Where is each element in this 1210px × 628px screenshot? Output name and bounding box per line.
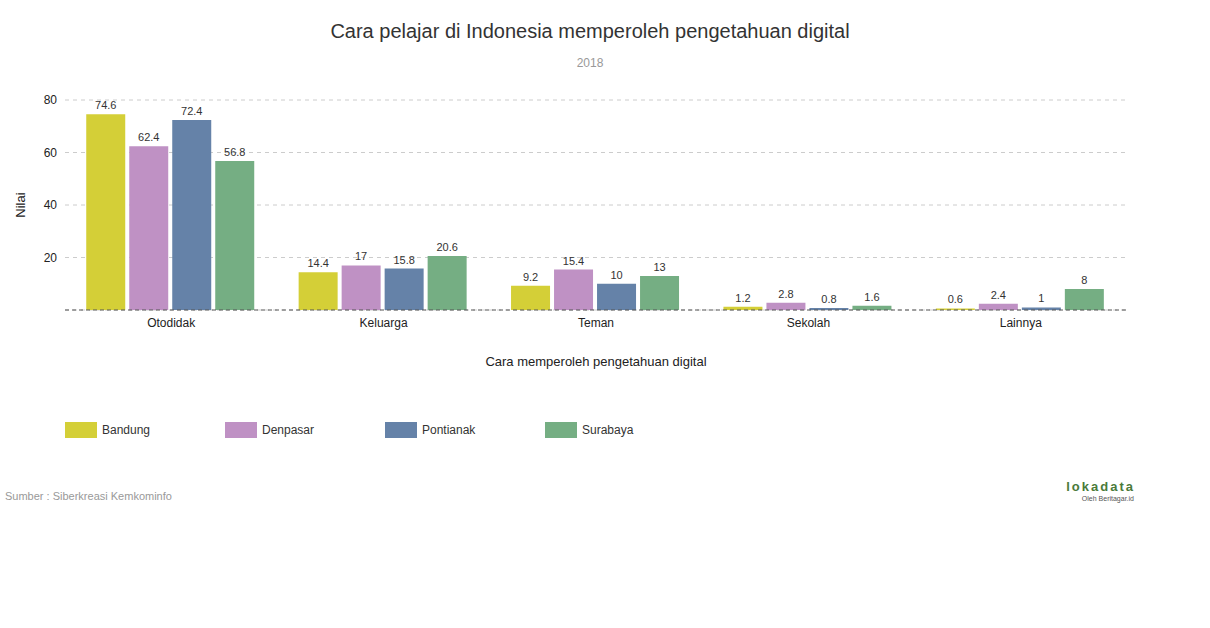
- svg-text:Otodidak: Otodidak: [147, 316, 196, 330]
- svg-text:20.6: 20.6: [436, 241, 457, 253]
- svg-text:0.8: 0.8: [821, 293, 836, 305]
- html-text:2018: 2018: [576, 56, 604, 70]
- html-text:Cara pelajar di Indonesia memp: Cara pelajar di Indonesia memperoleh pen…: [330, 20, 850, 42]
- svg-text:62.4: 62.4: [138, 131, 159, 143]
- svg-text:72.4: 72.4: [181, 105, 202, 117]
- html-text:Sumber : Siberkreasi Kemkominf: Sumber : Siberkreasi Kemkominfo: [5, 490, 172, 502]
- svg-text:2.4: 2.4: [991, 289, 1006, 301]
- svg-text:9.2: 9.2: [523, 271, 538, 283]
- svg-text:14.4: 14.4: [307, 257, 328, 269]
- html-text:Bandung: Bandung: [102, 423, 150, 437]
- html-text:lokadata: lokadata: [1066, 479, 1135, 494]
- svg-text:60: 60: [44, 146, 58, 160]
- svg-text:74.6: 74.6: [95, 99, 116, 111]
- svg-text:Keluarga: Keluarga: [360, 316, 408, 330]
- html-text:Surabaya: Surabaya: [582, 423, 634, 437]
- svg-text:Teman: Teman: [578, 316, 614, 330]
- html-text:Pontianak: Pontianak: [422, 423, 476, 437]
- svg-text:15.4: 15.4: [563, 255, 584, 267]
- svg-text:Cara memperoleh pengetahuan di: Cara memperoleh pengetahuan digital: [485, 354, 706, 369]
- svg-text:Nilai: Nilai: [13, 192, 28, 217]
- svg-text:Sekolah: Sekolah: [787, 316, 830, 330]
- svg-text:13: 13: [653, 261, 665, 273]
- svg-text:1.6: 1.6: [864, 291, 879, 303]
- html-text:Denpasar: Denpasar: [262, 423, 314, 437]
- svg-text:80: 80: [44, 93, 58, 107]
- svg-text:56.8: 56.8: [224, 146, 245, 158]
- svg-text:2.8: 2.8: [778, 288, 793, 300]
- svg-text:17: 17: [355, 250, 367, 262]
- svg-text:10: 10: [610, 269, 622, 281]
- svg-text:0.6: 0.6: [948, 293, 963, 305]
- svg-text:15.8: 15.8: [393, 254, 414, 266]
- svg-text:1.2: 1.2: [735, 292, 750, 304]
- svg-text:8: 8: [1081, 274, 1087, 286]
- svg-text:20: 20: [44, 251, 58, 265]
- svg-text:1: 1: [1038, 292, 1044, 304]
- html-text:Oleh Beritagar.id: Oleh Beritagar.id: [1081, 495, 1134, 502]
- svg-text:40: 40: [44, 198, 58, 212]
- svg-text:Lainnya: Lainnya: [1000, 316, 1042, 330]
